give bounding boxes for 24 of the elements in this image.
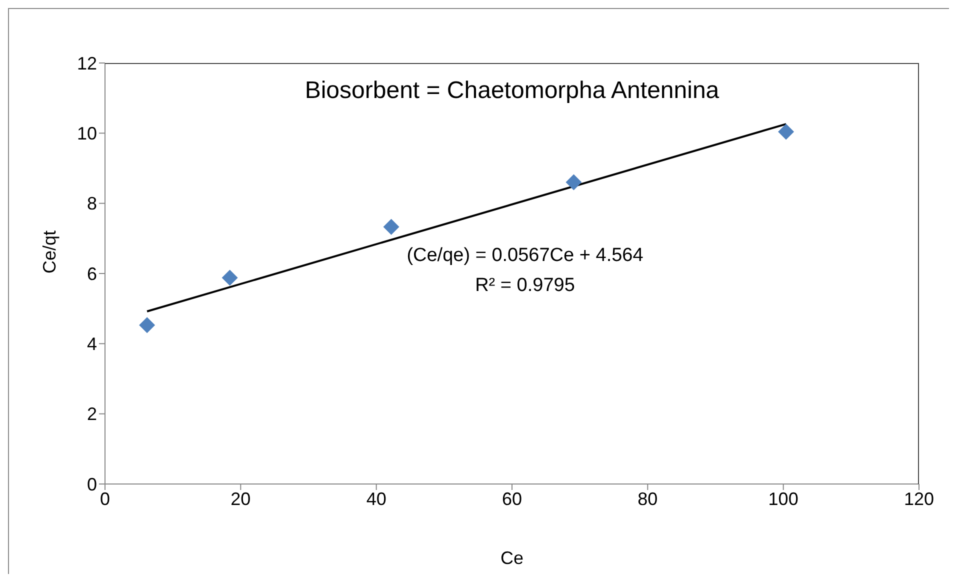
text: Biosorbent = Chaetomorpha Antennina xyxy=(304,77,720,105)
y-tick-label: 4 xyxy=(86,334,97,354)
annotation: (Ce/qe) = 0.0567Ce + 4.564 xyxy=(406,244,644,268)
point xyxy=(778,124,794,140)
x-tick-label: 120 xyxy=(904,488,934,509)
x-tick-label: 20 xyxy=(230,488,251,509)
x-tick-label: 80 xyxy=(638,488,658,509)
x-tick-label: 60 xyxy=(502,488,522,509)
y-tick-label: 12 xyxy=(76,53,97,74)
y-tick-label: 0 xyxy=(86,474,97,494)
point xyxy=(566,174,582,190)
y-tick-label: 10 xyxy=(76,124,97,144)
y-tick-label: 6 xyxy=(86,264,97,284)
point xyxy=(383,218,400,235)
point xyxy=(139,317,156,334)
y-tick-label: 2 xyxy=(86,404,97,424)
annotation: R² = 0.9795 xyxy=(474,274,576,298)
y-axis-title: Ce/qt xyxy=(39,230,60,274)
x-tick-label: 40 xyxy=(366,488,386,509)
y-tick-label: 8 xyxy=(86,194,97,214)
point xyxy=(222,270,238,286)
x-axis-title: Ce xyxy=(500,548,524,568)
x-tick-label: 100 xyxy=(768,488,798,509)
x-tick-label: 0 xyxy=(100,488,110,509)
